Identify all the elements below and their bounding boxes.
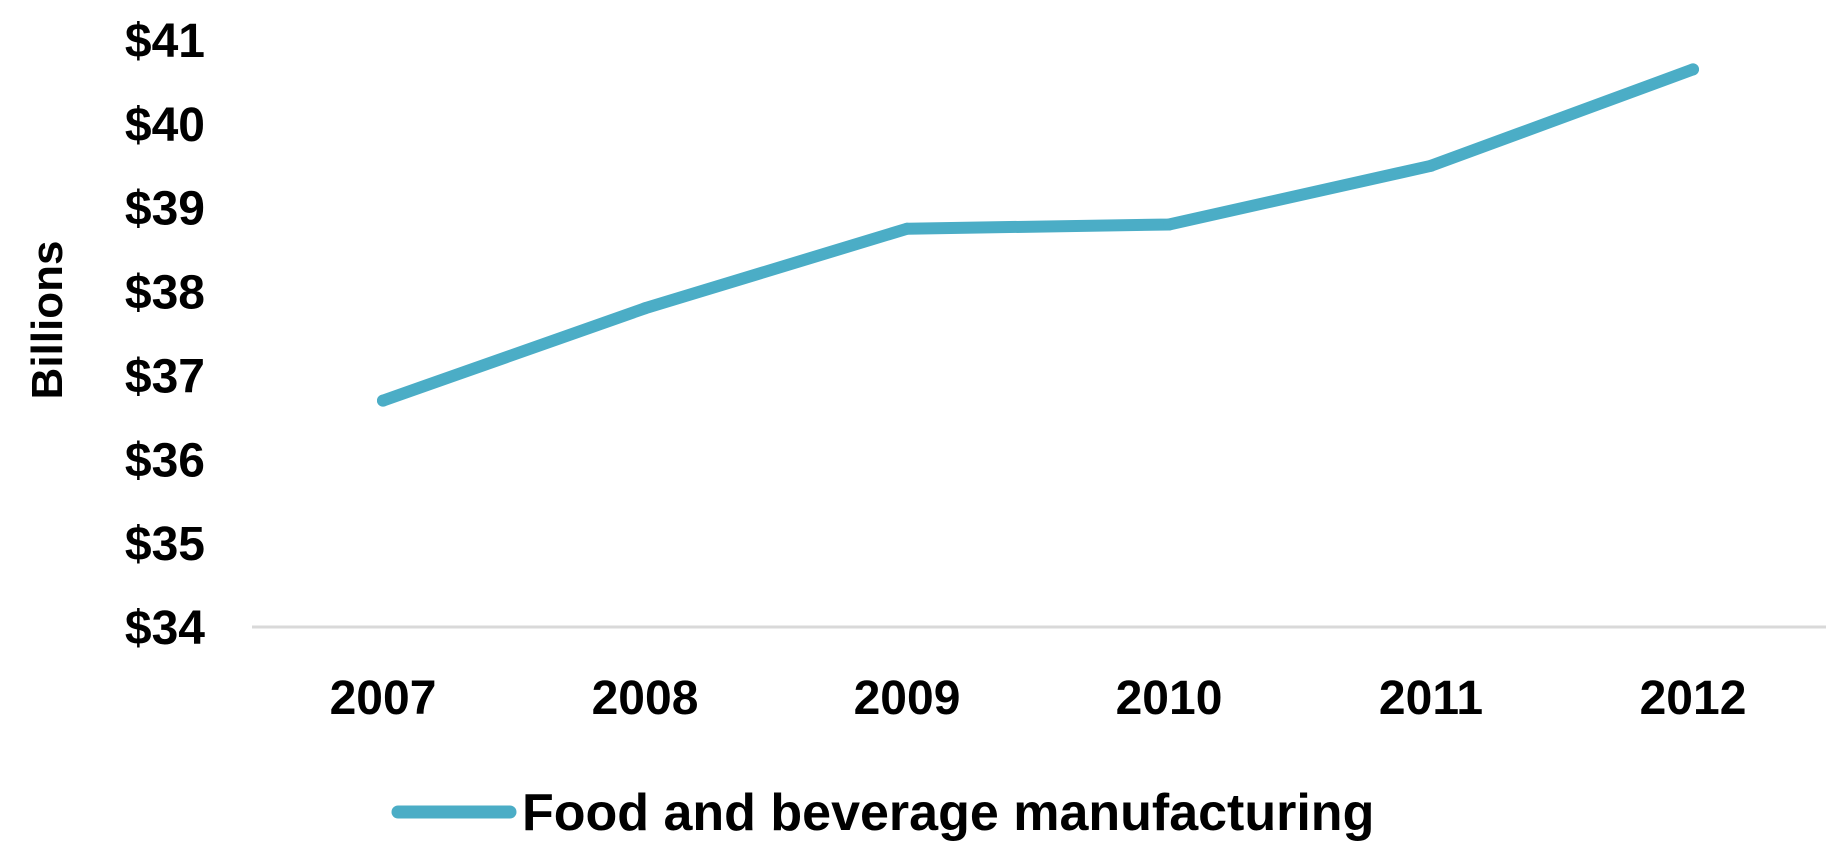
series-line [377, 63, 1699, 407]
y-tick-label: $39 [125, 183, 205, 236]
y-tick-label: $35 [125, 518, 205, 571]
y-tick-label: $41 [125, 15, 205, 68]
data-point [1425, 159, 1437, 172]
data-point [1687, 63, 1699, 76]
x-axis-ticks: 2007 2008 2009 2010 2011 2012 [330, 672, 1747, 725]
data-point [901, 222, 913, 235]
x-tick-label: 2009 [854, 672, 961, 725]
y-tick-label: $38 [125, 267, 205, 320]
legend-label: Food and beverage manufacturing [522, 784, 1374, 842]
y-tick-label: $37 [125, 350, 205, 403]
x-tick-label: 2010 [1116, 672, 1223, 725]
x-tick-label: 2007 [330, 672, 437, 725]
y-axis-title: Billions [23, 241, 72, 400]
x-tick-label: 2011 [1379, 672, 1483, 725]
y-tick-label: $36 [125, 434, 205, 487]
y-axis-ticks: $34 $35 $36 $37 $38 $39 $40 $41 [125, 15, 205, 655]
y-tick-label: $40 [125, 99, 205, 152]
x-tick-label: 2008 [592, 672, 699, 725]
x-tick-label: 2012 [1640, 672, 1747, 725]
data-point [639, 302, 651, 315]
data-point [377, 394, 389, 407]
y-tick-label: $34 [125, 602, 205, 655]
series-layer [377, 63, 1699, 407]
y-axis-title-group: Billions [23, 241, 72, 400]
data-point [1163, 218, 1175, 231]
legend: Food and beverage manufacturing [391, 784, 1374, 842]
